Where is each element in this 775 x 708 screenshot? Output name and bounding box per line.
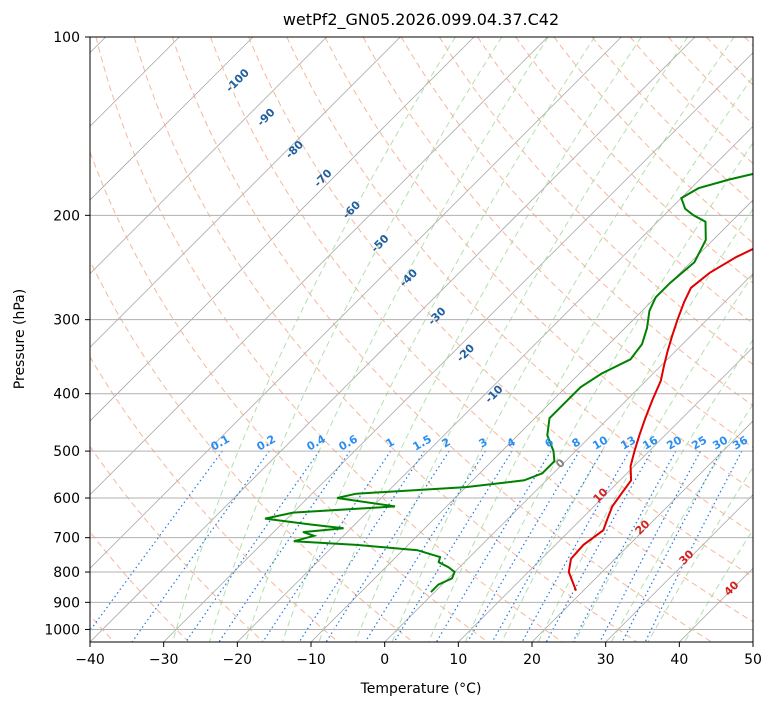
moist-adiabat-line bbox=[537, 273, 753, 642]
y-tick-label: 800 bbox=[53, 565, 80, 581]
mixing-ratio-line bbox=[298, 450, 425, 642]
temperature-profile bbox=[567, 247, 753, 591]
mixing-ratio-line bbox=[572, 450, 677, 642]
y-axis-title: Pressure (hPa) bbox=[12, 289, 28, 389]
isotherm-line bbox=[384, 273, 753, 642]
dry-adiabat-line bbox=[362, 37, 753, 449]
dry-adiabat-line bbox=[553, 37, 753, 244]
dry-adiabat-line bbox=[133, 37, 638, 642]
moist-adiabat-line bbox=[647, 466, 753, 642]
moist-adiabat-line bbox=[464, 141, 753, 642]
pressure-gridlines bbox=[90, 37, 753, 630]
mixing-ratio-line bbox=[545, 450, 653, 642]
y-tick-label: 600 bbox=[53, 491, 80, 507]
mixing-ratio-line bbox=[325, 450, 450, 642]
moist-adiabat-line bbox=[245, 37, 549, 642]
y-tick-label: 500 bbox=[53, 444, 80, 460]
dry-adiabat-line bbox=[90, 445, 264, 642]
axes: −40 −30 −20 −10 0 10 20 30 40 50 100 200 300 400 500 60… bbox=[44, 30, 762, 668]
x-tick-label: 30 bbox=[597, 652, 615, 668]
moist-adiabat-line bbox=[281, 37, 596, 642]
dry-adiabat-line bbox=[248, 37, 753, 578]
isotherm-line bbox=[90, 37, 254, 201]
dry-adiabat-line bbox=[171, 37, 712, 642]
isotherm-line bbox=[531, 420, 753, 642]
isotherm-line bbox=[90, 37, 622, 569]
mixing-ratio-line bbox=[644, 450, 743, 642]
dry-adiabat-line bbox=[210, 37, 753, 623]
dry-adiabat-line bbox=[591, 37, 753, 204]
dry-adiabat-line bbox=[90, 531, 190, 642]
x-tick-label: 40 bbox=[670, 652, 688, 668]
isotherm-line bbox=[90, 37, 548, 496]
moist-adiabat-line bbox=[355, 37, 689, 642]
mixing-ratio-line bbox=[599, 450, 702, 642]
x-tick-label: 20 bbox=[523, 652, 541, 668]
dry-adiabat-line bbox=[90, 259, 414, 642]
x-tick-label: 50 bbox=[744, 652, 762, 668]
isotherm-line bbox=[237, 125, 753, 642]
y-tick-label: 200 bbox=[53, 208, 80, 224]
chart-title: wetPf2_GN05.2026.099.04.37.C42 bbox=[283, 10, 559, 30]
moist-adiabat-line bbox=[391, 37, 735, 642]
isotherm-line bbox=[90, 37, 696, 642]
y-tick-label: 900 bbox=[53, 595, 80, 611]
moist-adiabat-line bbox=[428, 75, 753, 642]
dry-adiabat-line bbox=[90, 355, 339, 642]
mixing-ratio-line bbox=[621, 450, 722, 642]
x-tick-label: −30 bbox=[149, 652, 179, 668]
isotherm-line bbox=[163, 52, 753, 642]
y-tick-label: 100 bbox=[53, 30, 80, 46]
mixing-ratio-line bbox=[90, 450, 223, 632]
y-tick-label: 1000 bbox=[44, 622, 80, 638]
isotherm-line bbox=[90, 37, 327, 275]
isotherm-line bbox=[90, 37, 475, 422]
dry-adiabat-line bbox=[286, 37, 753, 534]
plot-frame bbox=[89, 36, 754, 643]
moist-adiabat-line bbox=[684, 528, 753, 642]
x-axis-title: Temperature (°C) bbox=[360, 681, 482, 697]
background-lines bbox=[90, 37, 753, 642]
x-tick-label: −20 bbox=[223, 652, 253, 668]
x-tick-label: −10 bbox=[296, 652, 326, 668]
y-tick-label: 400 bbox=[53, 387, 80, 403]
y-tick-label: 300 bbox=[53, 313, 80, 329]
mixing-ratio-line bbox=[393, 450, 513, 642]
x-tick-label: 0 bbox=[380, 652, 389, 668]
dry-adiabat-line bbox=[438, 37, 753, 366]
dry-adiabat-line bbox=[400, 37, 753, 407]
profile-series bbox=[264, 172, 753, 593]
moist-adiabat-line bbox=[318, 37, 642, 642]
mixing-ratio-line bbox=[131, 450, 270, 642]
moist-adiabat-line bbox=[172, 37, 456, 642]
x-tick-label: −40 bbox=[75, 652, 105, 668]
moist-adiabat-line bbox=[610, 403, 753, 642]
dry-adiabat-line bbox=[324, 37, 753, 491]
mixing-ratio-line bbox=[364, 450, 486, 642]
y-tick-label: 700 bbox=[53, 531, 80, 547]
isotherm-line bbox=[90, 37, 401, 348]
isotherm-line bbox=[458, 346, 753, 642]
mixing-ratio-line bbox=[521, 450, 631, 642]
dry-adiabat-line bbox=[95, 37, 563, 642]
moist-adiabat-line bbox=[501, 208, 753, 642]
x-tick-label: 10 bbox=[449, 652, 467, 668]
mixing-ratio-line bbox=[185, 450, 320, 642]
dewpoint-profile bbox=[264, 172, 753, 593]
